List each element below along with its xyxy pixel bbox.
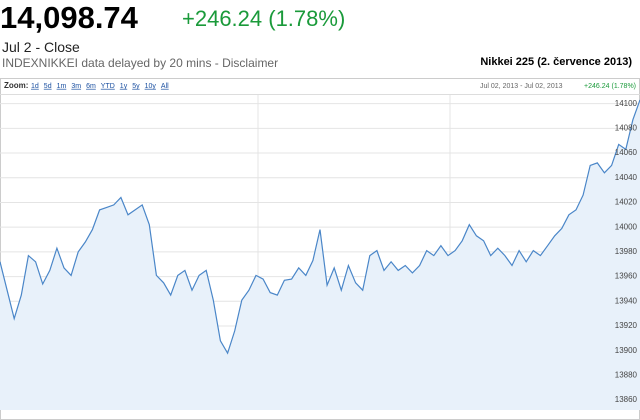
y-tick-label: 14100 [615, 99, 638, 108]
zoom-option[interactable]: 5d [44, 83, 52, 90]
zoom-option[interactable]: 1y [120, 83, 128, 90]
area [0, 99, 640, 411]
zoom-label: Zoom: [4, 81, 28, 90]
date: Jul 2 - Close [2, 39, 80, 55]
y-tick-label: 14020 [615, 198, 638, 207]
price-change: +246.24 (1.78%) [182, 6, 346, 31]
y-tick-label: 14000 [615, 222, 638, 231]
zoom-option[interactable]: 1d [31, 83, 39, 90]
y-tick-label: 13900 [615, 346, 638, 355]
zoom-option[interactable]: YTD [101, 83, 115, 90]
zoom-option[interactable]: 5y [132, 83, 140, 90]
y-tick-label: 13960 [615, 272, 638, 281]
zoom-option[interactable]: 3m [71, 83, 81, 90]
y-tick-label: 13860 [615, 395, 638, 404]
zoom-option[interactable]: 1m [57, 83, 67, 90]
y-tick-label: 13980 [615, 247, 638, 256]
y-tick-label: 13880 [615, 371, 638, 380]
source: INDEXNIKKEI data delayed by 20 mins - Di… [2, 56, 279, 70]
y-tick-label: 14080 [615, 123, 638, 132]
date-range: Jul 02, 2013 - Jul 02, 2013 [480, 83, 563, 90]
zoom-option[interactable]: All [161, 83, 169, 90]
zoom-option[interactable]: 6m [86, 83, 96, 90]
chart-title: Nikkei 225 (2. července 2013) [480, 56, 632, 68]
y-tick-label: 14060 [615, 148, 638, 157]
y-tick-label: 13940 [615, 296, 638, 305]
y-tick-label: 13920 [615, 321, 638, 330]
y-tick-label: 14040 [615, 173, 638, 182]
range-change: +246.24 (1.78%) [584, 83, 636, 90]
zoom-option[interactable]: 10y [145, 83, 157, 90]
line [0, 99, 640, 355]
price: 14,098.74 [0, 0, 138, 35]
